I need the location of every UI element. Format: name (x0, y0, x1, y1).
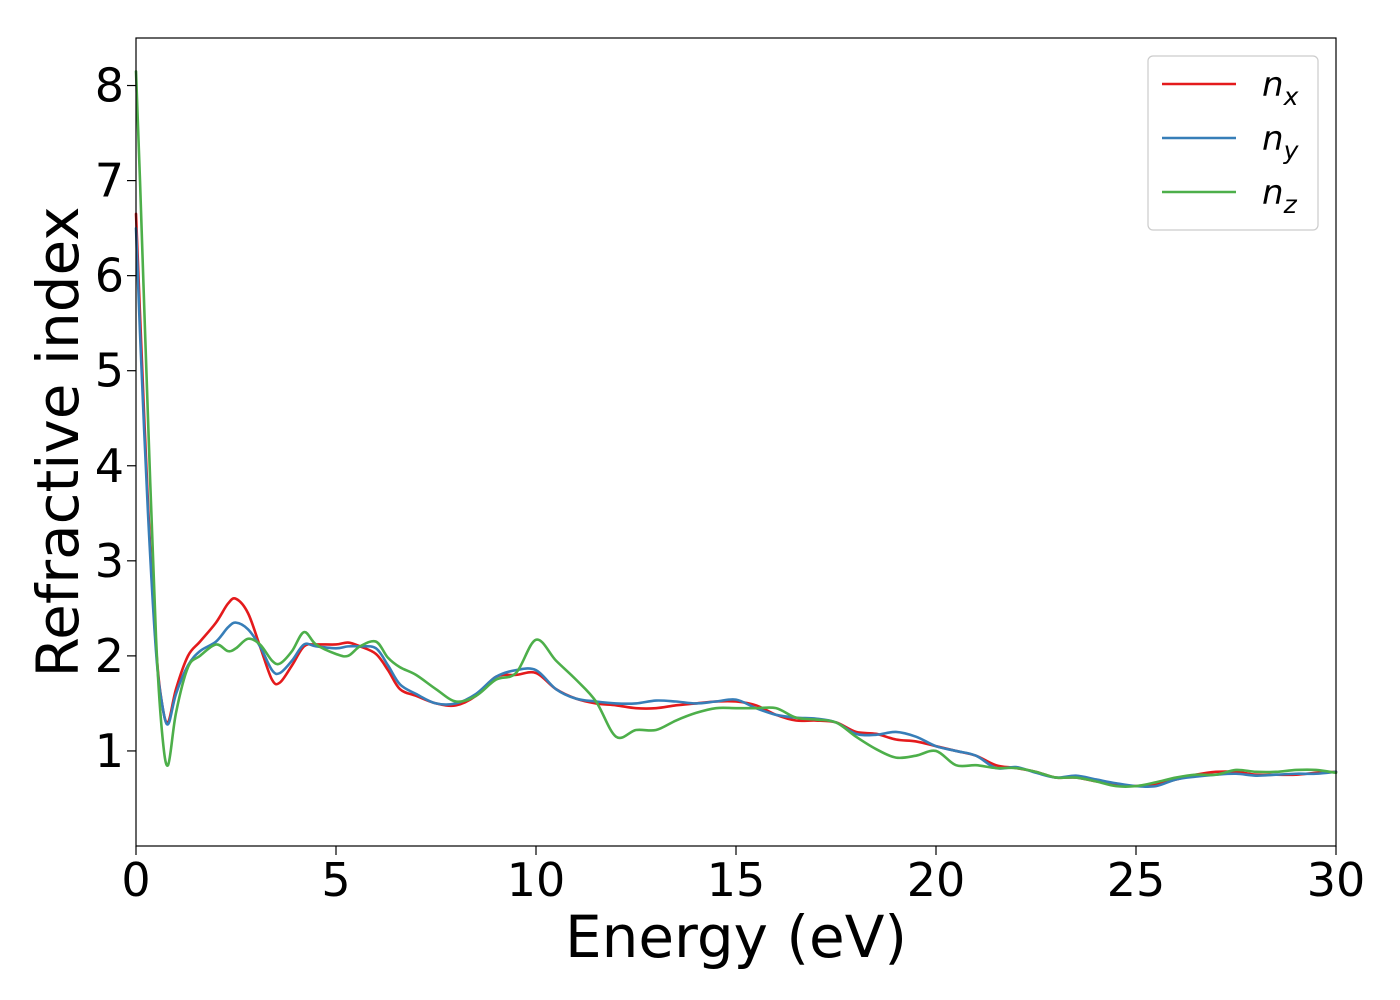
y-tick-label: 4 (95, 439, 124, 493)
y-tick-label: 3 (95, 534, 124, 588)
x-tick-label: 10 (507, 853, 566, 907)
legend-label-nx: nx (1262, 65, 1299, 111)
y-tick-label: 6 (95, 249, 124, 303)
y-tick-label: 5 (95, 344, 124, 398)
legend-box (1147, 55, 1319, 231)
ticks-layer: 0 5 10 15 20 25 30 1 2 3 4 5 6 7 8 (95, 59, 1366, 907)
x-axis-label: Energy (eV) (565, 903, 907, 971)
series-line-ny (134, 226, 1338, 789)
legend-label-nz: nz (1262, 173, 1298, 219)
legend: nx ny nz (1147, 55, 1319, 231)
x-tick-label: 5 (321, 853, 350, 907)
y-tick-label: 1 (95, 724, 124, 778)
series-line-nz (134, 69, 1338, 788)
x-tick-label: 30 (1307, 853, 1366, 907)
x-tick-label: 15 (707, 853, 766, 907)
legend-label-ny: ny (1262, 119, 1300, 165)
x-tick-label: 0 (121, 853, 150, 907)
y-tick-label: 7 (95, 154, 124, 208)
y-tick-label: 8 (95, 59, 124, 113)
series-layer (134, 69, 1338, 789)
x-tick-label: 20 (907, 853, 966, 907)
y-axis-label: Refractive index (24, 206, 92, 677)
x-tick-label: 25 (1107, 853, 1166, 907)
y-tick-label: 2 (95, 629, 124, 683)
